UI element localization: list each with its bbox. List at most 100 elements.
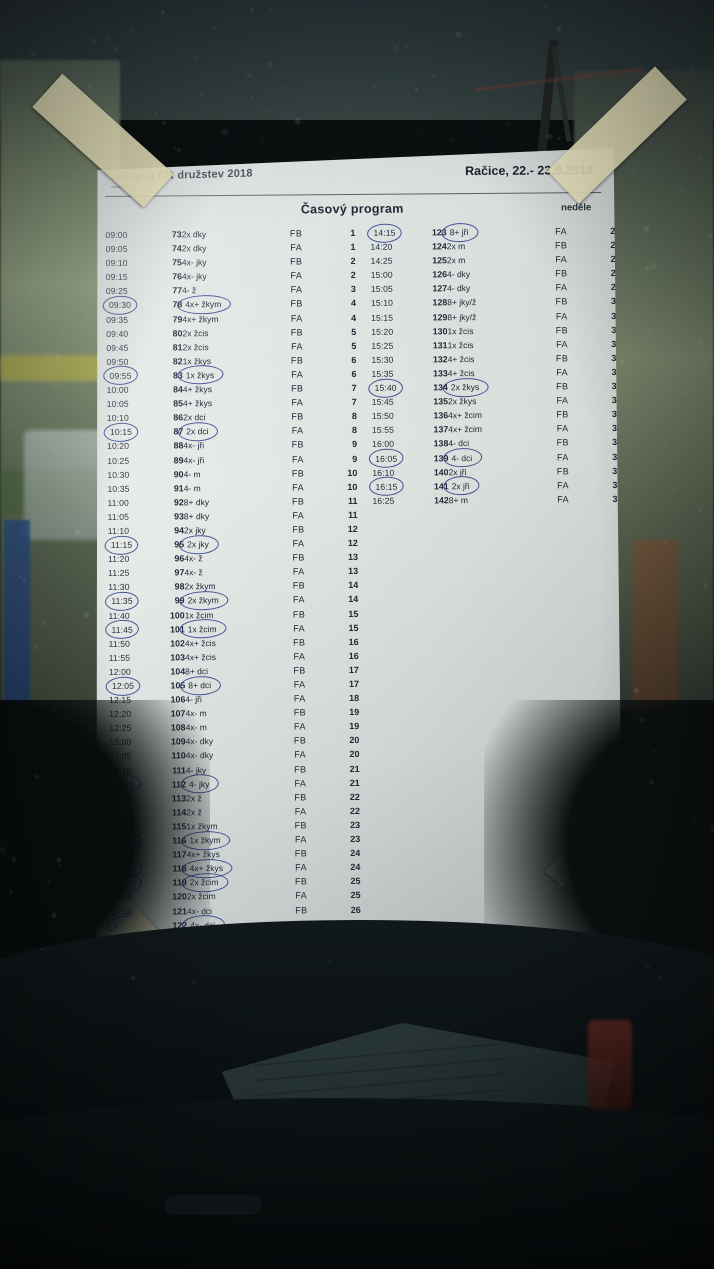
final-group-code: FB	[293, 665, 306, 676]
final-group-code: FA	[292, 510, 305, 521]
ink-circle-highlight: 2x dci	[183, 424, 211, 438]
race-number: 93	[174, 511, 184, 522]
final-number: 19	[349, 707, 360, 718]
final-group-code: FA	[555, 226, 568, 237]
final-number: 4	[350, 298, 357, 309]
final-number: 9	[352, 453, 358, 464]
final-number: 24	[350, 848, 361, 859]
race-event-class: 4- dci	[448, 438, 470, 449]
final-group-code: FB	[295, 904, 308, 915]
race-event-class: 1x žkys	[183, 368, 274, 383]
race-start-time: 16:05	[372, 451, 417, 465]
race-number: 85	[173, 398, 184, 409]
ink-circle-highlight: 11:45	[108, 622, 135, 636]
final-group-code: FB	[556, 465, 570, 477]
ink-circle-highlight: 4- dci	[448, 451, 475, 465]
final-group-code: FA	[295, 890, 308, 901]
ink-circle-highlight: 8+ jři	[447, 225, 472, 239]
race-event-class: 4x+ žkym	[182, 313, 219, 324]
final-number: 10	[347, 467, 358, 478]
final-number: 2	[350, 270, 356, 281]
race-event-class: 2x žcis	[182, 327, 209, 339]
final-number: 16	[348, 636, 359, 647]
ink-circle-highlight: 09:30	[106, 298, 134, 312]
race-start-time: 10:00	[106, 384, 129, 395]
race-event-class: 2x žkys	[448, 380, 539, 395]
race-event-class: 2x žkym	[185, 593, 276, 608]
final-number: 17	[348, 664, 359, 675]
race-event-class: 2x žkym	[184, 581, 216, 592]
race-number: 75	[172, 257, 182, 268]
final-number: 10	[347, 481, 358, 492]
ink-circle-highlight: 11:35	[108, 594, 135, 608]
race-start-time: 15:15	[371, 312, 394, 323]
race-event-class: 4x- ž	[184, 567, 203, 578]
final-group-code: FA	[291, 397, 304, 408]
race-start-time: 10:10	[106, 412, 129, 424]
race-number: 140	[433, 466, 449, 477]
race-event-class: 8+ dci	[185, 666, 209, 677]
final-group-code: FB	[556, 437, 569, 448]
final-number: 7	[351, 383, 357, 394]
day-label: neděle	[561, 202, 592, 214]
race-event-class: 4x- jky	[181, 271, 207, 282]
race-number: 86	[173, 412, 184, 423]
final-group-code: FA	[294, 806, 307, 817]
race-number: 104	[170, 666, 186, 677]
final-group-code: FA	[290, 270, 303, 281]
final-number: 11	[347, 495, 358, 506]
final-group-code: FB	[294, 763, 307, 775]
race-event-class: 4x- jky	[181, 257, 207, 268]
final-group-code: FA	[555, 254, 568, 265]
race-number: 92	[173, 497, 184, 508]
final-group-code: FA	[292, 594, 305, 605]
race-start-time: 12:00	[108, 666, 131, 677]
final-group-code: FA	[291, 341, 303, 352]
race-start-time: 10:20	[107, 441, 130, 452]
race-number: 90	[173, 468, 184, 480]
race-start-time: 11:35	[108, 594, 153, 608]
final-group-code: FB	[555, 353, 569, 364]
page-title: Časový program	[300, 201, 404, 217]
race-start-time: 09:05	[105, 243, 128, 255]
final-number: 6	[351, 368, 357, 379]
final-number: 17	[348, 678, 360, 690]
final-group-code: FA	[290, 312, 303, 324]
final-number: 16	[348, 650, 359, 661]
race-start-time: 16:10	[372, 467, 395, 478]
race-event-class: 8+ dky	[183, 511, 210, 522]
final-group-code: FB	[291, 439, 304, 450]
race-number: 127	[432, 283, 448, 294]
race-number: 130	[432, 325, 448, 337]
race-event-class: 8+ jři	[447, 225, 538, 240]
final-group-code: FB	[291, 496, 305, 507]
race-number: 132	[432, 354, 448, 365]
ink-circle-highlight: 16:15	[372, 479, 400, 493]
race-event-class: 4x- jři	[183, 440, 205, 451]
ink-circle-highlight: 2x žkys	[448, 380, 482, 394]
final-group-code: FA	[290, 242, 303, 253]
final-group-code: FB	[292, 552, 305, 563]
final-group-code: FA	[293, 623, 306, 634]
final-group-code: FB	[554, 240, 568, 251]
race-number: 81	[172, 342, 183, 353]
final-number: 2	[350, 256, 356, 267]
race-event-class: 4+ žkys	[182, 398, 213, 409]
final-number: 12	[347, 523, 358, 535]
race-number: 100	[169, 609, 185, 620]
race-number: 80	[172, 328, 183, 339]
final-number: 14	[348, 580, 359, 591]
race-event-class: 8+ m	[448, 494, 468, 506]
race-number: 131	[432, 340, 448, 351]
final-number: 36	[612, 465, 623, 476]
race-start-time: 11:45	[108, 622, 153, 636]
final-number: 8	[351, 411, 357, 422]
final-number: 7	[351, 397, 357, 408]
ink-circle-highlight: 09:55	[106, 369, 134, 383]
final-group-code: FB	[555, 268, 568, 279]
race-number: 135	[433, 396, 449, 407]
final-number: 4	[351, 312, 357, 323]
race-number: 125	[432, 255, 447, 266]
race-number: 95	[174, 539, 185, 550]
race-event-class: 4x+ žcim	[448, 410, 482, 421]
